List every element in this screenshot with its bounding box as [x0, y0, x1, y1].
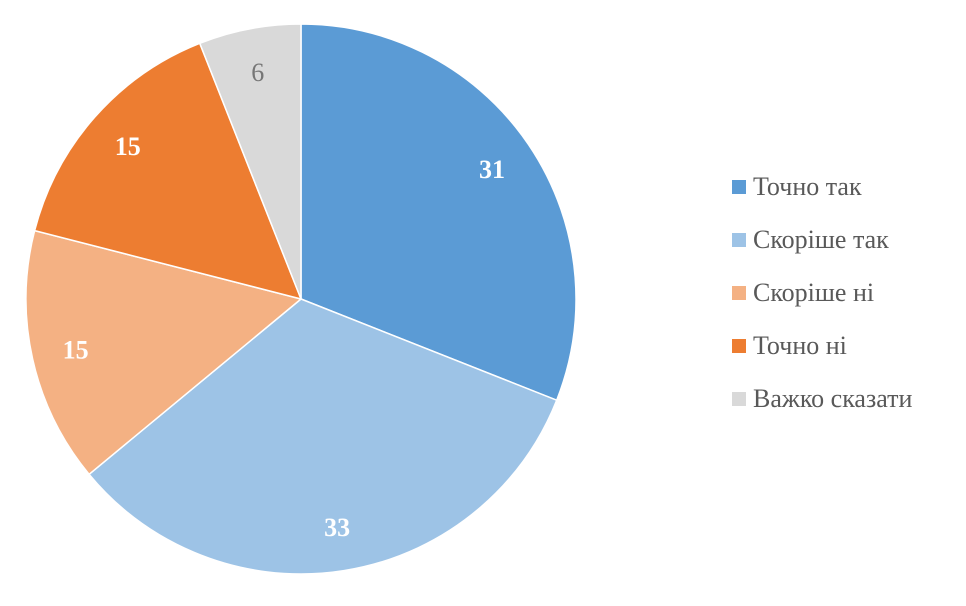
pie-slice	[88, 298, 558, 575]
data-label: 33	[324, 513, 350, 542]
legend-label: Точно так	[753, 171, 862, 201]
data-label: 15	[63, 335, 89, 364]
legend-item: Точно ні	[732, 319, 912, 372]
legend: Точно так Скоріше так Скоріше ні Точно н…	[732, 160, 912, 425]
legend-swatch	[732, 338, 746, 353]
legend-label: Точно ні	[753, 330, 847, 360]
legend-swatch	[732, 179, 746, 194]
pie-slice	[25, 229, 303, 476]
data-label: 31	[479, 155, 505, 184]
legend-item: Скоріше ні	[732, 266, 912, 319]
legend-label: Важко сказати	[753, 383, 913, 413]
pie-slice	[300, 23, 577, 402]
data-label: 6	[251, 58, 264, 87]
legend-swatch	[732, 391, 746, 406]
legend-swatch	[732, 285, 746, 300]
pie-slice	[33, 42, 303, 301]
pie-slice	[198, 23, 302, 300]
legend-label: Скоріше так	[753, 224, 889, 254]
legend-label: Скоріше ні	[753, 277, 875, 307]
legend-swatch	[732, 232, 746, 247]
data-label: 15	[115, 132, 141, 161]
legend-item: Скоріше так	[732, 213, 912, 266]
legend-item: Точно так	[732, 160, 912, 213]
legend-item: Важко сказати	[732, 372, 912, 425]
